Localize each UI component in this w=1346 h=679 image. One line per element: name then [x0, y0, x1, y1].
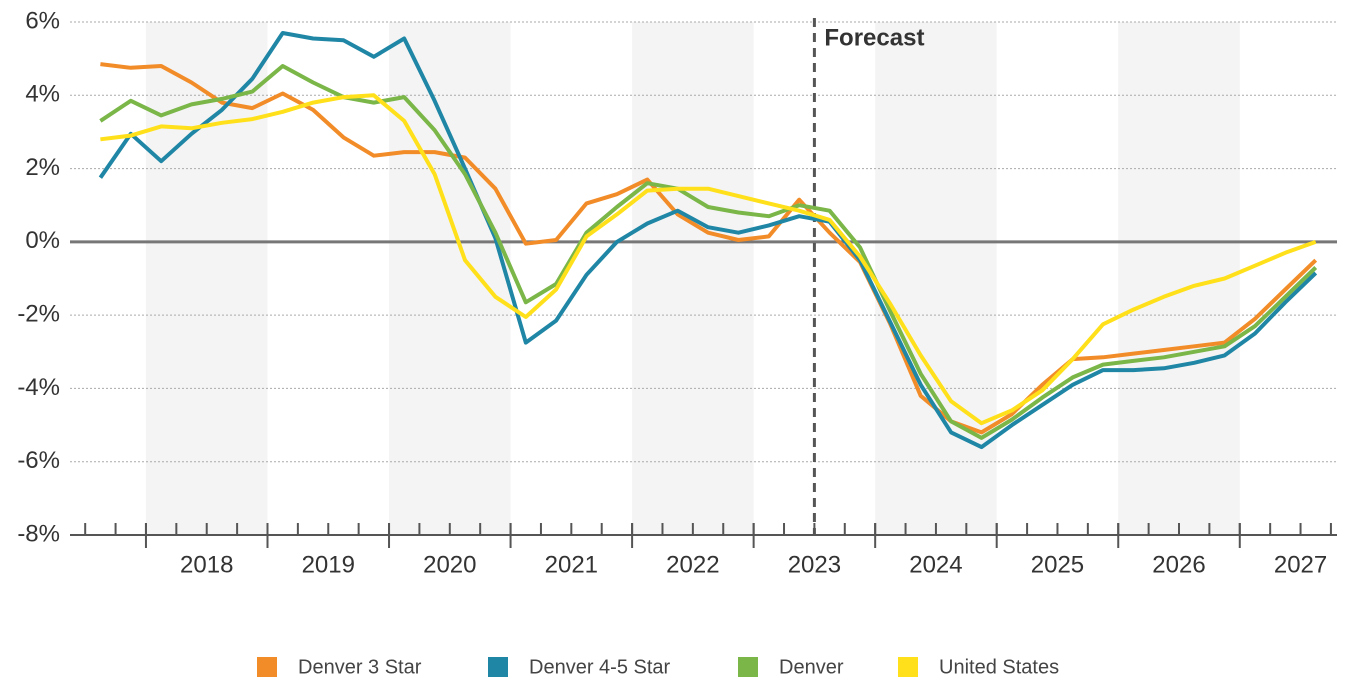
y-tick-label: -4%: [17, 374, 60, 401]
forecast-label: Forecast: [824, 24, 924, 51]
band: [145, 22, 268, 535]
legend: Denver 3 Star Denver 4-5 Star Denver United…: [257, 656, 1059, 678]
series-line: [98, 31, 1318, 450]
legend-swatch: [898, 657, 918, 677]
y-tick-label: -2%: [17, 300, 60, 327]
y-tick-label: 0%: [25, 227, 60, 254]
band: [875, 22, 997, 535]
series-line: [99, 64, 1318, 440]
x-tick-label: 2023: [788, 551, 841, 578]
legend-swatch: [257, 657, 277, 677]
x-tick-label: 2022: [666, 551, 719, 578]
x-tick-label: 2027: [1274, 551, 1327, 578]
x-tick-label: 2025: [1031, 551, 1084, 578]
band: [389, 22, 511, 535]
y-tick-label: -8%: [17, 520, 60, 547]
x-tick-label: 2019: [302, 551, 355, 578]
y-tick-label: 4%: [25, 81, 60, 108]
legend-swatch: [738, 657, 758, 677]
legend-swatch: [488, 657, 508, 677]
x-tick-label: 2020: [423, 551, 476, 578]
y-tick-label: -6%: [17, 447, 60, 474]
x-tick-label: 2021: [545, 551, 598, 578]
legend-label: Denver 4-5 Star: [529, 656, 671, 678]
x-tick-label: 2018: [180, 551, 233, 578]
legend-label: United States: [939, 656, 1059, 678]
legend-label: Denver: [779, 656, 844, 678]
y-tick-label: 6%: [25, 7, 60, 34]
series-line: [100, 93, 1317, 426]
legend-label: Denver 3 Star: [298, 656, 422, 678]
band: [632, 22, 754, 535]
x-tick-label: 2024: [909, 551, 962, 578]
y-tick-label: 2%: [25, 154, 60, 181]
x-tick-label: 2026: [1152, 551, 1205, 578]
